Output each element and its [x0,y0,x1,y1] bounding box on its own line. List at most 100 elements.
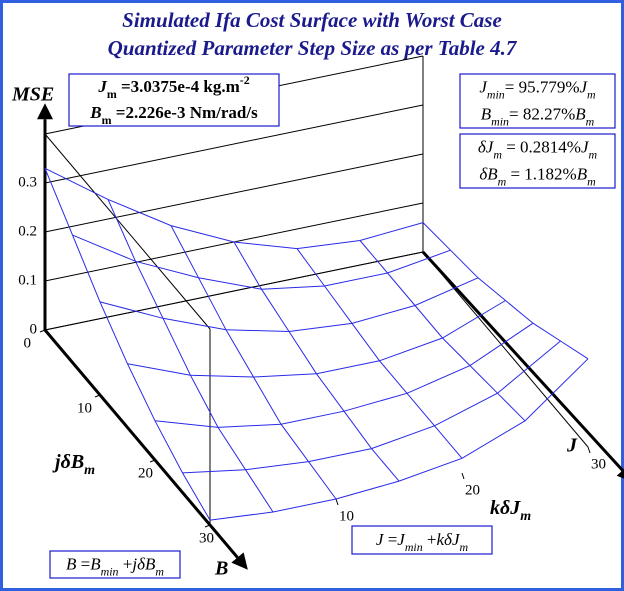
z-tick-label: 0.1 [18,272,37,288]
axis-arrow [421,250,624,472]
annotation-line: J =Jmin +kδJm [376,530,469,554]
annotation-line: Bm =2.226e-3 Nm/rad/s [89,103,258,127]
j-axis-label: jδBm [52,451,95,478]
z-axis-label: MSE [11,84,54,106]
text-part: J [581,137,590,156]
k-tick-label: 30 [591,456,606,472]
annotation-line: Jm =3.0375e-4 kg.m-2 [97,73,249,101]
arrow-head [616,469,624,479]
text-part: B [66,554,77,573]
surface-column [44,168,211,521]
text-part: m [155,564,164,578]
chart-title: Simulated Ifa Cost Surface with Worst Ca… [122,8,502,32]
text-part: m [587,87,596,101]
text-part: = 82.27% [509,104,575,123]
surface-column [107,199,274,513]
j-arrow-label: B [214,558,228,580]
text-part: B [70,451,84,473]
text-part: m [587,174,596,188]
text-part: B [577,164,588,183]
j-tick-label: 20 [138,465,153,481]
text-part: = 1.182% [506,164,577,183]
surface-column [422,222,589,360]
annotation-line: Bmin= 82.27%Bm [481,104,595,128]
j-tick-label: 0 [24,335,32,351]
text-part: m [498,174,507,188]
text-part: δ [61,451,71,473]
annotation-box [459,73,616,129]
surface [44,167,589,521]
text-part: =2.226e-3 Nm/rad/s [112,103,259,122]
z-tick-label: 0.2 [18,223,37,239]
z-tick-label: 0 [30,321,38,337]
annotation-box [459,133,616,189]
text-part: B [90,554,101,573]
text-part: m [589,147,598,161]
text-part: = 95.779% [505,77,580,96]
text-part: = 0.2814% [502,137,581,156]
text-part: δB [479,164,498,183]
annotation-box [68,73,280,127]
k-arrow-label: J [566,435,578,457]
k-axis-label: kδJm [490,497,531,524]
text-part: m [107,87,117,101]
text-part: δJ [478,137,495,156]
j-tick-label: 10 [77,400,92,416]
grid-line [44,153,424,233]
text-part: J [376,530,385,549]
text-part: min [491,114,509,128]
surface-column [359,240,526,422]
text-part: j [52,451,61,473]
text-part: m [84,463,95,478]
grid-line [44,104,424,184]
text-part: =3.0375e-4 kg.m [117,77,240,96]
text-part: J [397,530,406,549]
surface-column [170,225,337,500]
j-tick-label: 30 [199,530,214,546]
surface-column [233,241,400,482]
text-part: m [460,540,469,554]
arrow-head [37,103,53,120]
annotation-box [49,550,181,579]
arrow-head [231,552,248,570]
text-part: kδJ [437,530,461,549]
text-part: min [487,87,505,101]
text-part: m [520,509,531,524]
annotation-box [351,525,493,555]
axis-arrow [43,329,239,559]
text-part: min [405,540,423,554]
annotation-line: δBm = 1.182%Bm [479,164,596,188]
text-part: + [423,530,437,549]
text-part: δ [500,497,510,519]
text-part: J [580,77,589,96]
k-tick [587,446,591,454]
text-part: m [102,113,112,127]
chart-title: Quantized Parameter Step Size as per Tab… [108,36,518,60]
text-part: B [481,104,492,123]
frame-edge [44,133,211,330]
frame-edge [422,251,589,448]
text-part: -2 [240,73,250,87]
text-part: J [479,77,488,96]
text-part: B [575,104,586,123]
z-tick-label: 0.3 [18,174,37,190]
annotation-line: Jmin= 95.779%Jm [479,77,596,101]
text-part: jδB [130,554,156,573]
grid-line [44,251,424,331]
text-part: + [119,554,133,573]
text-part: J [509,497,521,519]
text-part: min [101,564,119,578]
text-part: B [89,103,101,122]
text-part: m [586,114,595,128]
text-part: k [490,497,500,519]
annotation-line: B =Bmin +jδBm [66,554,164,578]
text-part: J [97,77,107,96]
text-part: = [76,554,90,573]
text-part: m [493,147,502,161]
annotation-line: δJm = 0.2814%Jm [478,137,598,161]
surface-column [296,248,463,459]
k-tick-label: 20 [465,482,480,498]
k-tick [461,472,465,480]
k-tick [335,498,339,506]
